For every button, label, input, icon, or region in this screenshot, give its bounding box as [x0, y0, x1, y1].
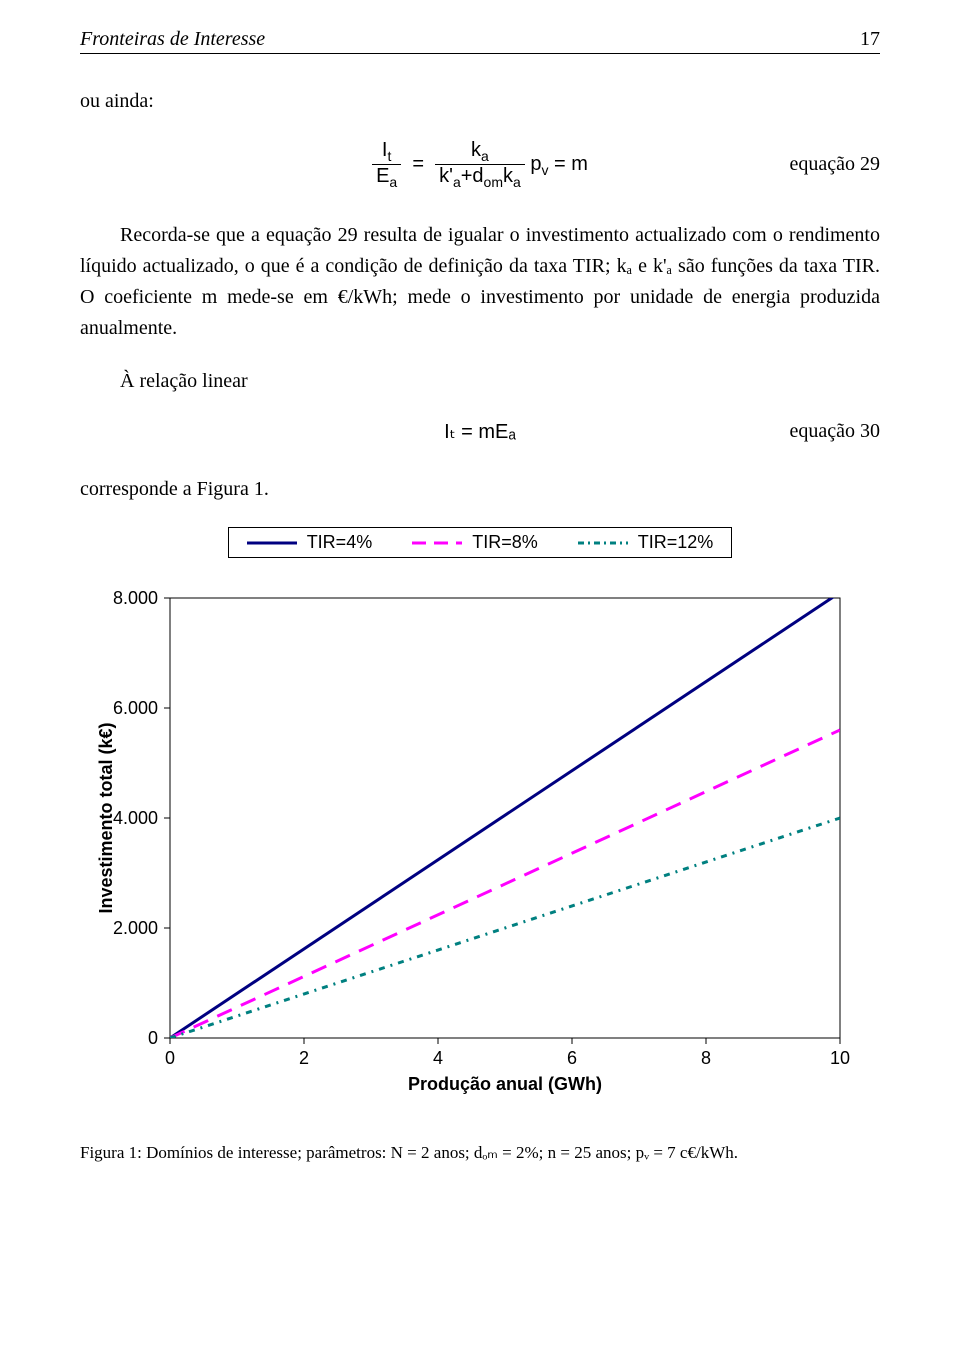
svg-text:6.000: 6.000 — [113, 698, 158, 718]
figure-1-caption: Figura 1: Domínios de interesse; parâmet… — [80, 1143, 880, 1163]
svg-text:10: 10 — [830, 1048, 850, 1068]
svg-text:8: 8 — [701, 1048, 711, 1068]
chart-legend: TIR=4% TIR=8% TIR=12% — [228, 527, 733, 558]
equation-29: ItEa = kak'a+domka pv = m equação 29 — [80, 139, 880, 190]
svg-text:4: 4 — [433, 1048, 443, 1068]
header-page-number: 17 — [860, 28, 880, 51]
equation-29-body: ItEa = kak'a+domka pv = m — [240, 139, 720, 190]
page-header: Fronteiras de Interesse 17 — [80, 28, 880, 54]
legend-item: TIR=8% — [412, 532, 538, 553]
paragraph-1: Recorda-se que a equação 29 resulta de i… — [80, 220, 880, 344]
legend-label: TIR=4% — [307, 532, 373, 553]
svg-text:2: 2 — [299, 1048, 309, 1068]
paragraph-2: À relação linear — [80, 366, 880, 397]
legend-item: TIR=12% — [578, 532, 714, 553]
equation-30-body: Iₜ = mEₐ — [240, 419, 720, 444]
chart: 0 2.000 4.000 6.000 8.000 0 2 4 6 8 10 Investimento… — [90, 558, 870, 1103]
paragraph-3: corresponde a Figura 1. — [80, 474, 880, 505]
svg-text:6: 6 — [567, 1048, 577, 1068]
svg-text:4.000: 4.000 — [113, 808, 158, 828]
legend-label: TIR=12% — [638, 532, 714, 553]
text-ou-ainda: ou ainda: — [80, 86, 880, 117]
equation-30: Iₜ = mEₐ equação 30 — [80, 419, 880, 444]
svg-text:8.000: 8.000 — [113, 588, 158, 608]
svg-text:2.000: 2.000 — [113, 918, 158, 938]
legend-label: TIR=8% — [472, 532, 538, 553]
svg-text:Produção anual (GWh): Produção anual (GWh) — [408, 1074, 602, 1094]
equation-30-label: equação 30 — [720, 420, 880, 443]
svg-text:0: 0 — [148, 1028, 158, 1048]
header-title: Fronteiras de Interesse — [80, 28, 265, 51]
svg-text:0: 0 — [165, 1048, 175, 1068]
equation-29-label: equação 29 — [720, 153, 880, 176]
svg-text:Investimento total (k€): Investimento total (k€) — [96, 722, 116, 913]
figure-1: TIR=4% TIR=8% TIR=12% 0 2.000 4.000 6.000 8.00… — [80, 527, 880, 1103]
legend-item: TIR=4% — [247, 532, 373, 553]
